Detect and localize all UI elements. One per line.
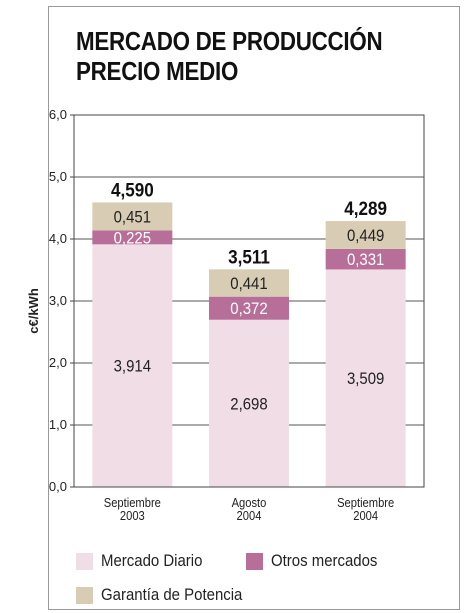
bar-segment [325,221,406,249]
x-tick-label: 2004 [353,508,378,523]
bar-segment [209,319,289,487]
bar-total-label: 4,289 [344,198,387,219]
bar-segment [325,248,406,270]
bar-value-label: 0,441 [230,275,268,293]
y-tick-label: 0,0 [49,479,67,494]
x-tick-label: Septiembre [104,495,161,510]
bar-value-label: 0,451 [114,209,152,227]
y-axis-label: c€/kWh [26,288,41,334]
y-tick-label: 2,0 [49,355,67,370]
y-tick-label: 3,0 [49,293,67,308]
bar-value-label: 0,225 [114,230,152,248]
bar-segment [92,244,173,487]
bar-value-label: 3,509 [347,370,385,388]
bar-value-label: 2,698 [230,396,268,414]
y-tick-label: 6,0 [49,107,67,122]
y-tick-label: 1,0 [49,417,67,432]
chart-title-line-2: PRECIO MEDIO [76,56,239,86]
bar-value-label: 3,914 [114,358,152,376]
bar-segment [92,202,173,231]
chart-title: MERCADO DE PRODUCCIÓN PRECIO MEDIO [76,26,383,86]
bar-value-label: 0,372 [230,300,268,318]
bar-value-label: 0,449 [347,227,385,245]
x-tick-label: Septiembre [337,495,394,510]
bar-segment [209,269,289,297]
x-tick-label: 2004 [237,508,262,523]
bar-total-label: 3,511 [228,246,270,267]
bar-segment [92,230,173,245]
bar-segment [325,269,406,487]
x-tick-label: 2003 [120,508,145,523]
y-tick-label: 5,0 [49,169,67,184]
x-tick-label: Agosto [232,495,267,510]
bar-value-label: 0,331 [347,251,385,269]
y-tick-label: 4,0 [49,231,67,246]
bar-segment [209,296,289,320]
bar-total-label: 4,590 [111,180,154,201]
chart-title-line-1: MERCADO DE PRODUCCIÓN [76,26,383,56]
